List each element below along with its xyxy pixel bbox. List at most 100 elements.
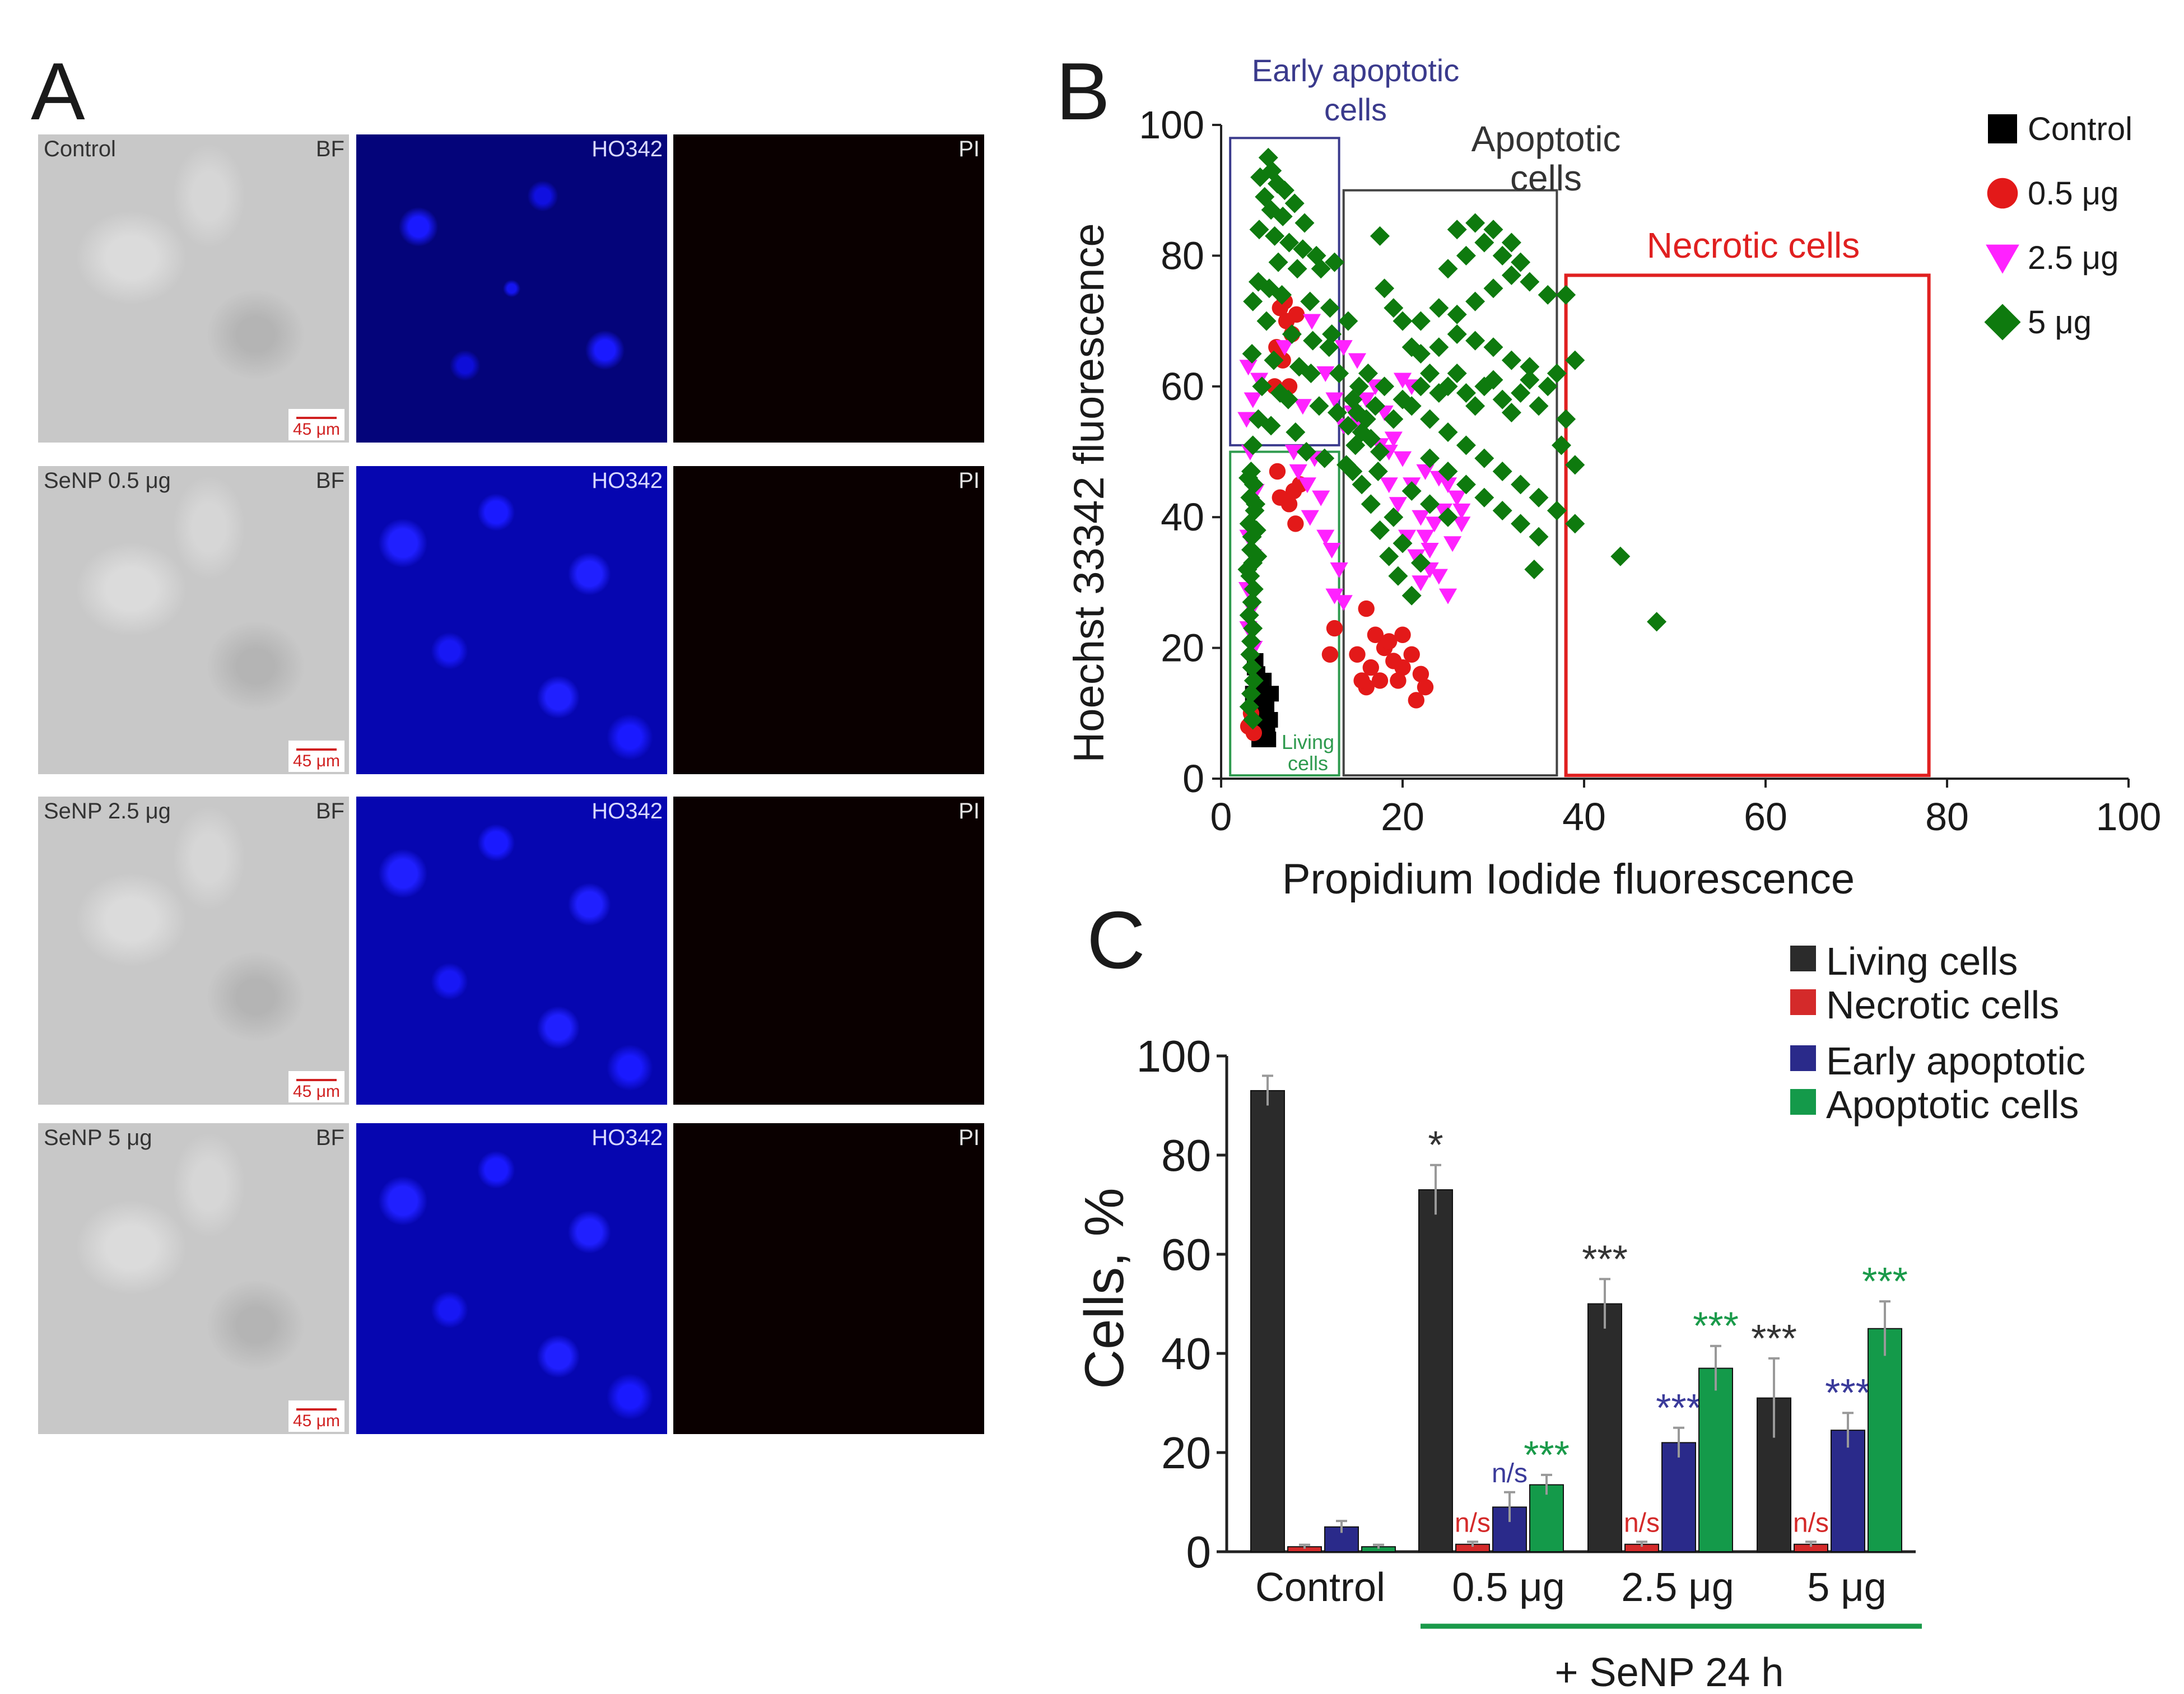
gate-1-label: cells (1510, 158, 1582, 198)
scatter-point-5-g (1327, 402, 1347, 422)
scatter-point-5-g (1356, 409, 1376, 429)
scatter-point-5-g (1538, 285, 1558, 305)
scatter-point-2-5-g (1330, 562, 1348, 578)
scatter-point-0-5-g (1321, 646, 1339, 663)
scatter-point-5-g (1293, 239, 1313, 259)
scatter-point-5-g (1529, 487, 1549, 508)
scatter-point-0-5-g (1358, 600, 1375, 617)
scatter-point-5-g (1349, 376, 1369, 397)
scatter-point-5-g (1368, 462, 1388, 482)
scatter-point-5-g (1246, 520, 1266, 541)
scatter-point-5-g (1474, 487, 1494, 508)
scatter-point-5-g (1511, 252, 1531, 272)
significance-annotation: *** (1751, 1316, 1797, 1360)
scatter-point-5-g (1410, 553, 1431, 573)
scatter-point-5-g (1287, 259, 1307, 279)
bar-category-label: 0.5 μg (1452, 1565, 1565, 1610)
scatter-point-2-5-g (1244, 392, 1262, 408)
scatter-point-0-5-g (1326, 620, 1343, 637)
scatter-point-5-g (1352, 474, 1372, 495)
scatter-point-5-g (1438, 376, 1458, 397)
scatter-y-axis-label: Hoechst 33342 fluorescence (1065, 223, 1113, 762)
scatter-point-5-g (1284, 193, 1305, 213)
scatter-point-5-g (1511, 383, 1531, 403)
scatter-y-tick-label: 20 (1161, 626, 1204, 670)
scatter-point-5-g (1315, 448, 1335, 468)
scatter-point-5-g (1511, 474, 1531, 495)
scatter-point-5-g (1483, 220, 1503, 240)
scatter-point-5-g (1268, 252, 1288, 272)
channel-label: HO342 (592, 137, 663, 161)
scatter-point-2-5-g (1357, 392, 1376, 408)
bar-apoptotic-cells (1868, 1328, 1902, 1552)
scatter-point-control (1259, 722, 1275, 738)
scatter-point-5-g (1552, 435, 1571, 455)
scatter-point-5-g (1358, 363, 1378, 383)
scatter-point-5-g (1274, 180, 1294, 201)
scatter-point-5-g (1410, 343, 1431, 364)
scatter-point-2-5-g (1412, 575, 1430, 592)
scatter-point-5-g (1483, 278, 1503, 299)
row-condition-label: Control (44, 137, 116, 161)
scatter-point-5-g (1501, 265, 1521, 285)
micrograph-bf-row-4: SeNP 5 μg 45 μm BF (38, 1123, 349, 1434)
scatter-point-5-g (1329, 363, 1349, 383)
scatter-point-2-5-g (1443, 536, 1462, 552)
scatter-point-5-g (1370, 520, 1390, 541)
scatter-point-5-g (1384, 507, 1404, 527)
scatter-point-5-g (1370, 442, 1390, 462)
scatter-point-5-g (1556, 285, 1576, 305)
scatter-y-tick-label: 100 (1139, 103, 1204, 147)
gate-0-label: Early apoptotic (1252, 53, 1459, 88)
scatter-point-5-g (1309, 396, 1329, 416)
scatter-point-2-5-g (1325, 588, 1344, 604)
panel-c-bar-chart: 0 20 40 60 80 100 Control 0.5 μg 2.5 μg 5 μg * n/s… (1073, 939, 2085, 1694)
scatter-point-5-g (1247, 546, 1268, 566)
scatter-point-5-g (1447, 363, 1467, 383)
scale-bar: 45 μm (288, 409, 344, 440)
scatter-point-5-g (1249, 220, 1269, 240)
scatter-point-2-5-g (1302, 314, 1321, 330)
scale-bar: 45 μm (288, 741, 344, 772)
scatter-point-5-g (1365, 396, 1385, 416)
scatter-point-control (1263, 686, 1279, 702)
scatter-point-2-5-g (1322, 542, 1341, 559)
bar-y-axis-label: Cells, % (1073, 1188, 1135, 1389)
scatter-point-5-g (1492, 462, 1512, 482)
scatter-point-5-g (1474, 376, 1494, 397)
scale-bar-text: 45 μm (293, 1412, 340, 1430)
row-condition-label: SeNP 5 μg (44, 1125, 152, 1150)
scatter-point-5-g (1447, 220, 1467, 240)
channel-label: HO342 (592, 1125, 663, 1150)
scatter-point-5-g (1520, 357, 1540, 377)
scatter-point-5-g (1401, 337, 1422, 357)
channel-label: PI (958, 137, 980, 161)
scatter-point-5-g (1244, 579, 1264, 599)
scatter-point-5-g (1240, 644, 1260, 664)
scatter-point-5-g (1401, 481, 1422, 501)
significance-annotation: *** (1582, 1237, 1628, 1281)
scatter-point-5-g (1547, 501, 1567, 521)
scatter-point-5-g (1375, 376, 1395, 397)
scatter-point-0-5-g (1362, 659, 1379, 676)
scatter-point-5-g (1325, 252, 1344, 272)
bar-legend-label-3: Apoptotic cells (1826, 1083, 2079, 1127)
bar-legend-label-2: Early apoptotic (1826, 1039, 2085, 1083)
scatter-point-0-5-g (1408, 692, 1424, 709)
scatter-point-2-5-g (1334, 340, 1353, 356)
scatter-point-5-g (1401, 585, 1422, 606)
scatter-point-5-g (1303, 331, 1323, 351)
scatter-point-5-g (1565, 514, 1585, 534)
bar-legend-swatch-1 (1790, 989, 1816, 1015)
significance-annotation: *** (1862, 1259, 1908, 1303)
scatter-point-5-g (1252, 376, 1272, 397)
scatter-point-5-g (1529, 396, 1549, 416)
micrograph-ho342-row-4: HO342 (356, 1123, 667, 1434)
scatter-point-0-5-g (1245, 724, 1263, 742)
micrograph-pi-row-4: PI (673, 1123, 984, 1434)
legend-marker-0 (1988, 114, 2017, 143)
scatter-point-5-g (1456, 435, 1476, 455)
scatter-point-2-5-g (1425, 516, 1443, 533)
scatter-point-2-5-g (1237, 412, 1256, 428)
scatter-y-tick-label: 80 (1161, 234, 1204, 277)
